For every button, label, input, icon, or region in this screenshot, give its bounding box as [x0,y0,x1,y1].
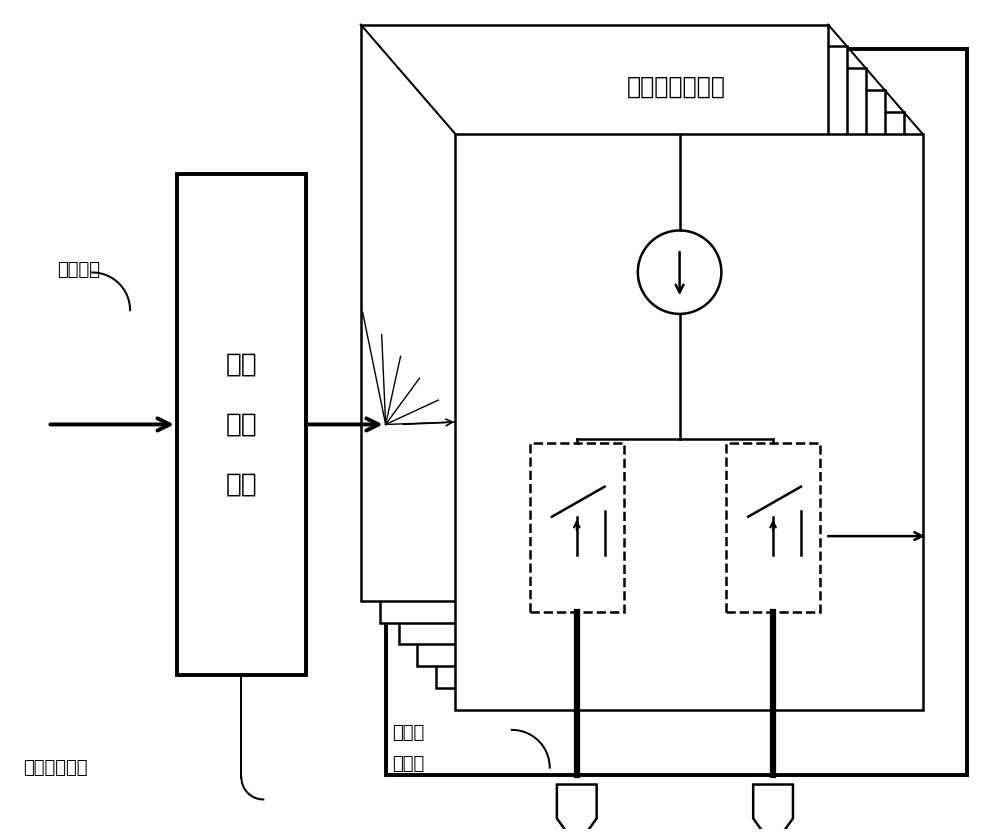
Bar [380,47,847,622]
Circle shape [638,230,721,314]
Text: 差分电: 差分电 [393,724,425,742]
Bar [361,25,828,601]
Bar [177,174,306,676]
Bar [417,90,885,666]
Bar [726,443,820,612]
Text: 电流源开关阵列: 电流源开关阵列 [627,75,726,99]
Polygon shape [753,785,793,832]
Bar [436,112,904,688]
Text: 流输出: 流输出 [393,755,425,773]
Bar [455,134,923,710]
Text: 模块: 模块 [226,472,257,498]
Text: 数字输入: 数字输入 [57,261,100,280]
Polygon shape [557,785,597,832]
Text: 控制信号总线: 控制信号总线 [23,759,87,776]
Text: 缓冲: 缓冲 [226,412,257,438]
Bar [386,49,967,775]
Text: 译码: 译码 [226,351,257,377]
Bar [399,68,866,645]
Bar [530,443,624,612]
